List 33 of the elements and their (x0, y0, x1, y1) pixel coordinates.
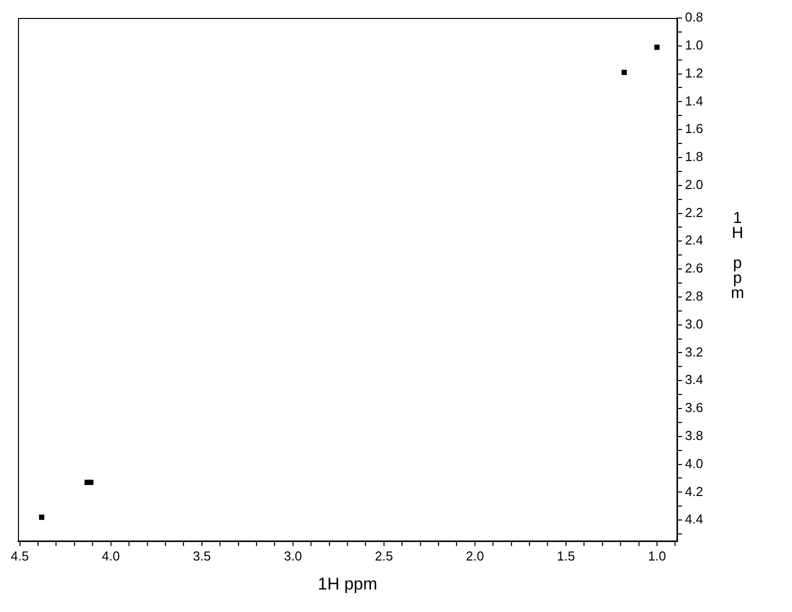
y-tick-label: 1.8 (685, 149, 704, 164)
x-tick-label: 2.5 (374, 548, 393, 564)
x-tick-label: 4.5 (10, 548, 29, 564)
point (654, 44, 660, 50)
y-tick-label: 3.2 (685, 344, 704, 360)
y-tick-label: 3.0 (685, 316, 704, 332)
y-tick-label: 4.0 (685, 456, 704, 471)
point (39, 514, 44, 520)
x-tick-label: 1.0 (648, 548, 666, 564)
y-tick-label: 1.6 (685, 121, 704, 136)
x-tick-label: 2.0 (466, 548, 484, 564)
y-tick-label: 2.6 (685, 260, 704, 276)
point (622, 70, 627, 76)
x-tick-label: 1.5 (556, 548, 575, 564)
y-tick-label: 4.4 (685, 512, 704, 527)
y-tick-label: 1.4 (685, 93, 704, 108)
point (88, 480, 94, 486)
y-tick-label: 3.6 (685, 400, 704, 416)
y-tick-label: 0.8 (685, 10, 704, 25)
y-axis-title: 1H ppm (728, 210, 746, 300)
x-tick-label: 4.0 (102, 548, 120, 564)
y-tick-label: 3.4 (685, 372, 704, 388)
y-tick-label: 2.2 (685, 204, 704, 220)
y-tick-label: 2.4 (685, 232, 704, 248)
y-tick-label: 1.2 (685, 65, 704, 80)
x-axis-title: 1H ppm (318, 574, 378, 594)
y-tick-label: 4.2 (685, 484, 704, 499)
y-tick-label: 2.8 (685, 288, 704, 304)
x-tick-label: 3.5 (192, 548, 211, 564)
y-tick-label: 1.0 (685, 37, 704, 52)
y-tick-label: 2.0 (685, 176, 704, 192)
x-tick-label: 3.0 (284, 548, 302, 564)
y-tick-label: 3.8 (685, 428, 704, 443)
